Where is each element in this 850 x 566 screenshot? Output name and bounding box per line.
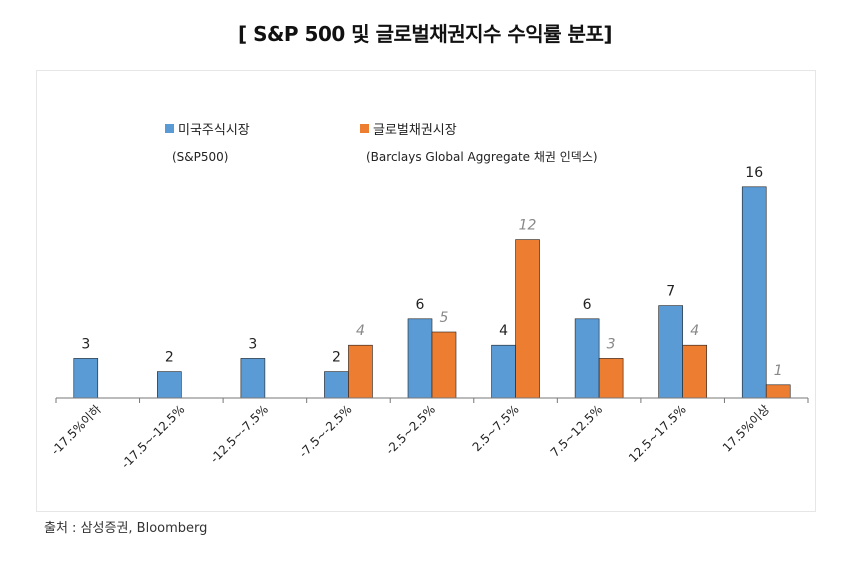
data-label-series-b: 5 (440, 310, 449, 326)
x-tick-label: -2.5~2.5% (383, 402, 438, 457)
bar-series-a (407, 318, 433, 399)
legend-swatch-series-b (360, 124, 369, 133)
data-label-series-b: 4 (356, 323, 365, 339)
bar-series-a (73, 358, 99, 399)
data-label-series-a: 16 (745, 165, 763, 181)
bar-series-a (741, 186, 767, 399)
legend-sub-series-a: (S&P500) (172, 150, 228, 164)
x-axis-ticks: -17.5%이하 -17.5~-12.5% -12.5~-7.5% -7.5~-2.5… (48, 398, 809, 471)
x-tick-label: 12.5~17.5% (626, 402, 689, 465)
x-tick-label: 2.5~7.5% (470, 402, 522, 454)
data-label-series-a: 4 (499, 323, 508, 339)
data-label-series-b: 1 (774, 363, 783, 379)
data-label-series-b: 3 (607, 336, 616, 352)
x-tick-label: -17.5~-12.5% (118, 402, 187, 471)
data-label-series-a: 6 (416, 297, 425, 313)
data-label-series-a: 6 (583, 297, 592, 313)
legend-swatch-series-a (165, 124, 174, 133)
data-label-series-a: 3 (81, 336, 90, 352)
bar-series-b (348, 344, 373, 399)
legend-sub-series-b: (Barclays Global Aggregate 채권 인덱스) (366, 150, 598, 164)
bar-series-b (431, 331, 457, 399)
chart-frame (36, 70, 816, 512)
data-label-series-b: 12 (519, 218, 537, 234)
data-label-series-a: 3 (248, 336, 257, 352)
legend-label-series-b: 글로벌채권시장 (373, 123, 457, 138)
bar-series-b (765, 384, 791, 399)
bar-series-a (240, 358, 266, 399)
x-tick-label: -17.5%이하 (48, 402, 104, 458)
data-label-series-a: 2 (332, 350, 341, 366)
bar-series-a (658, 305, 683, 399)
x-tick-label: 17.5%이상 (720, 402, 772, 454)
x-tick-label: 7.5~12.5% (548, 402, 605, 459)
x-tick-label: -7.5~-2.5% (296, 402, 354, 460)
bar-series-a (574, 318, 600, 399)
chart-legend: 미국주식시장 (S&P500) 글로벌채권시장 (Barclays Global… (165, 123, 598, 164)
source-note: 출처 : 삼성증권, Bloomberg (44, 521, 208, 536)
bar-series-a (157, 371, 182, 399)
legend-label-series-a: 미국주식시장 (178, 123, 250, 138)
bar-series-a (324, 371, 349, 399)
data-label-series-a: 2 (165, 350, 174, 366)
data-label-series-b: 4 (690, 323, 699, 339)
data-label-series-a: 7 (666, 284, 675, 300)
chart-title: [ S&P 500 및 글로벌채권지수 수익률 분포] (237, 22, 613, 46)
x-tick-label: -12.5~-7.5% (207, 402, 271, 466)
bar-series-b (598, 358, 624, 399)
bar-series-b (682, 344, 707, 399)
bar-series-b (515, 239, 540, 399)
bar-series-a (491, 344, 516, 399)
